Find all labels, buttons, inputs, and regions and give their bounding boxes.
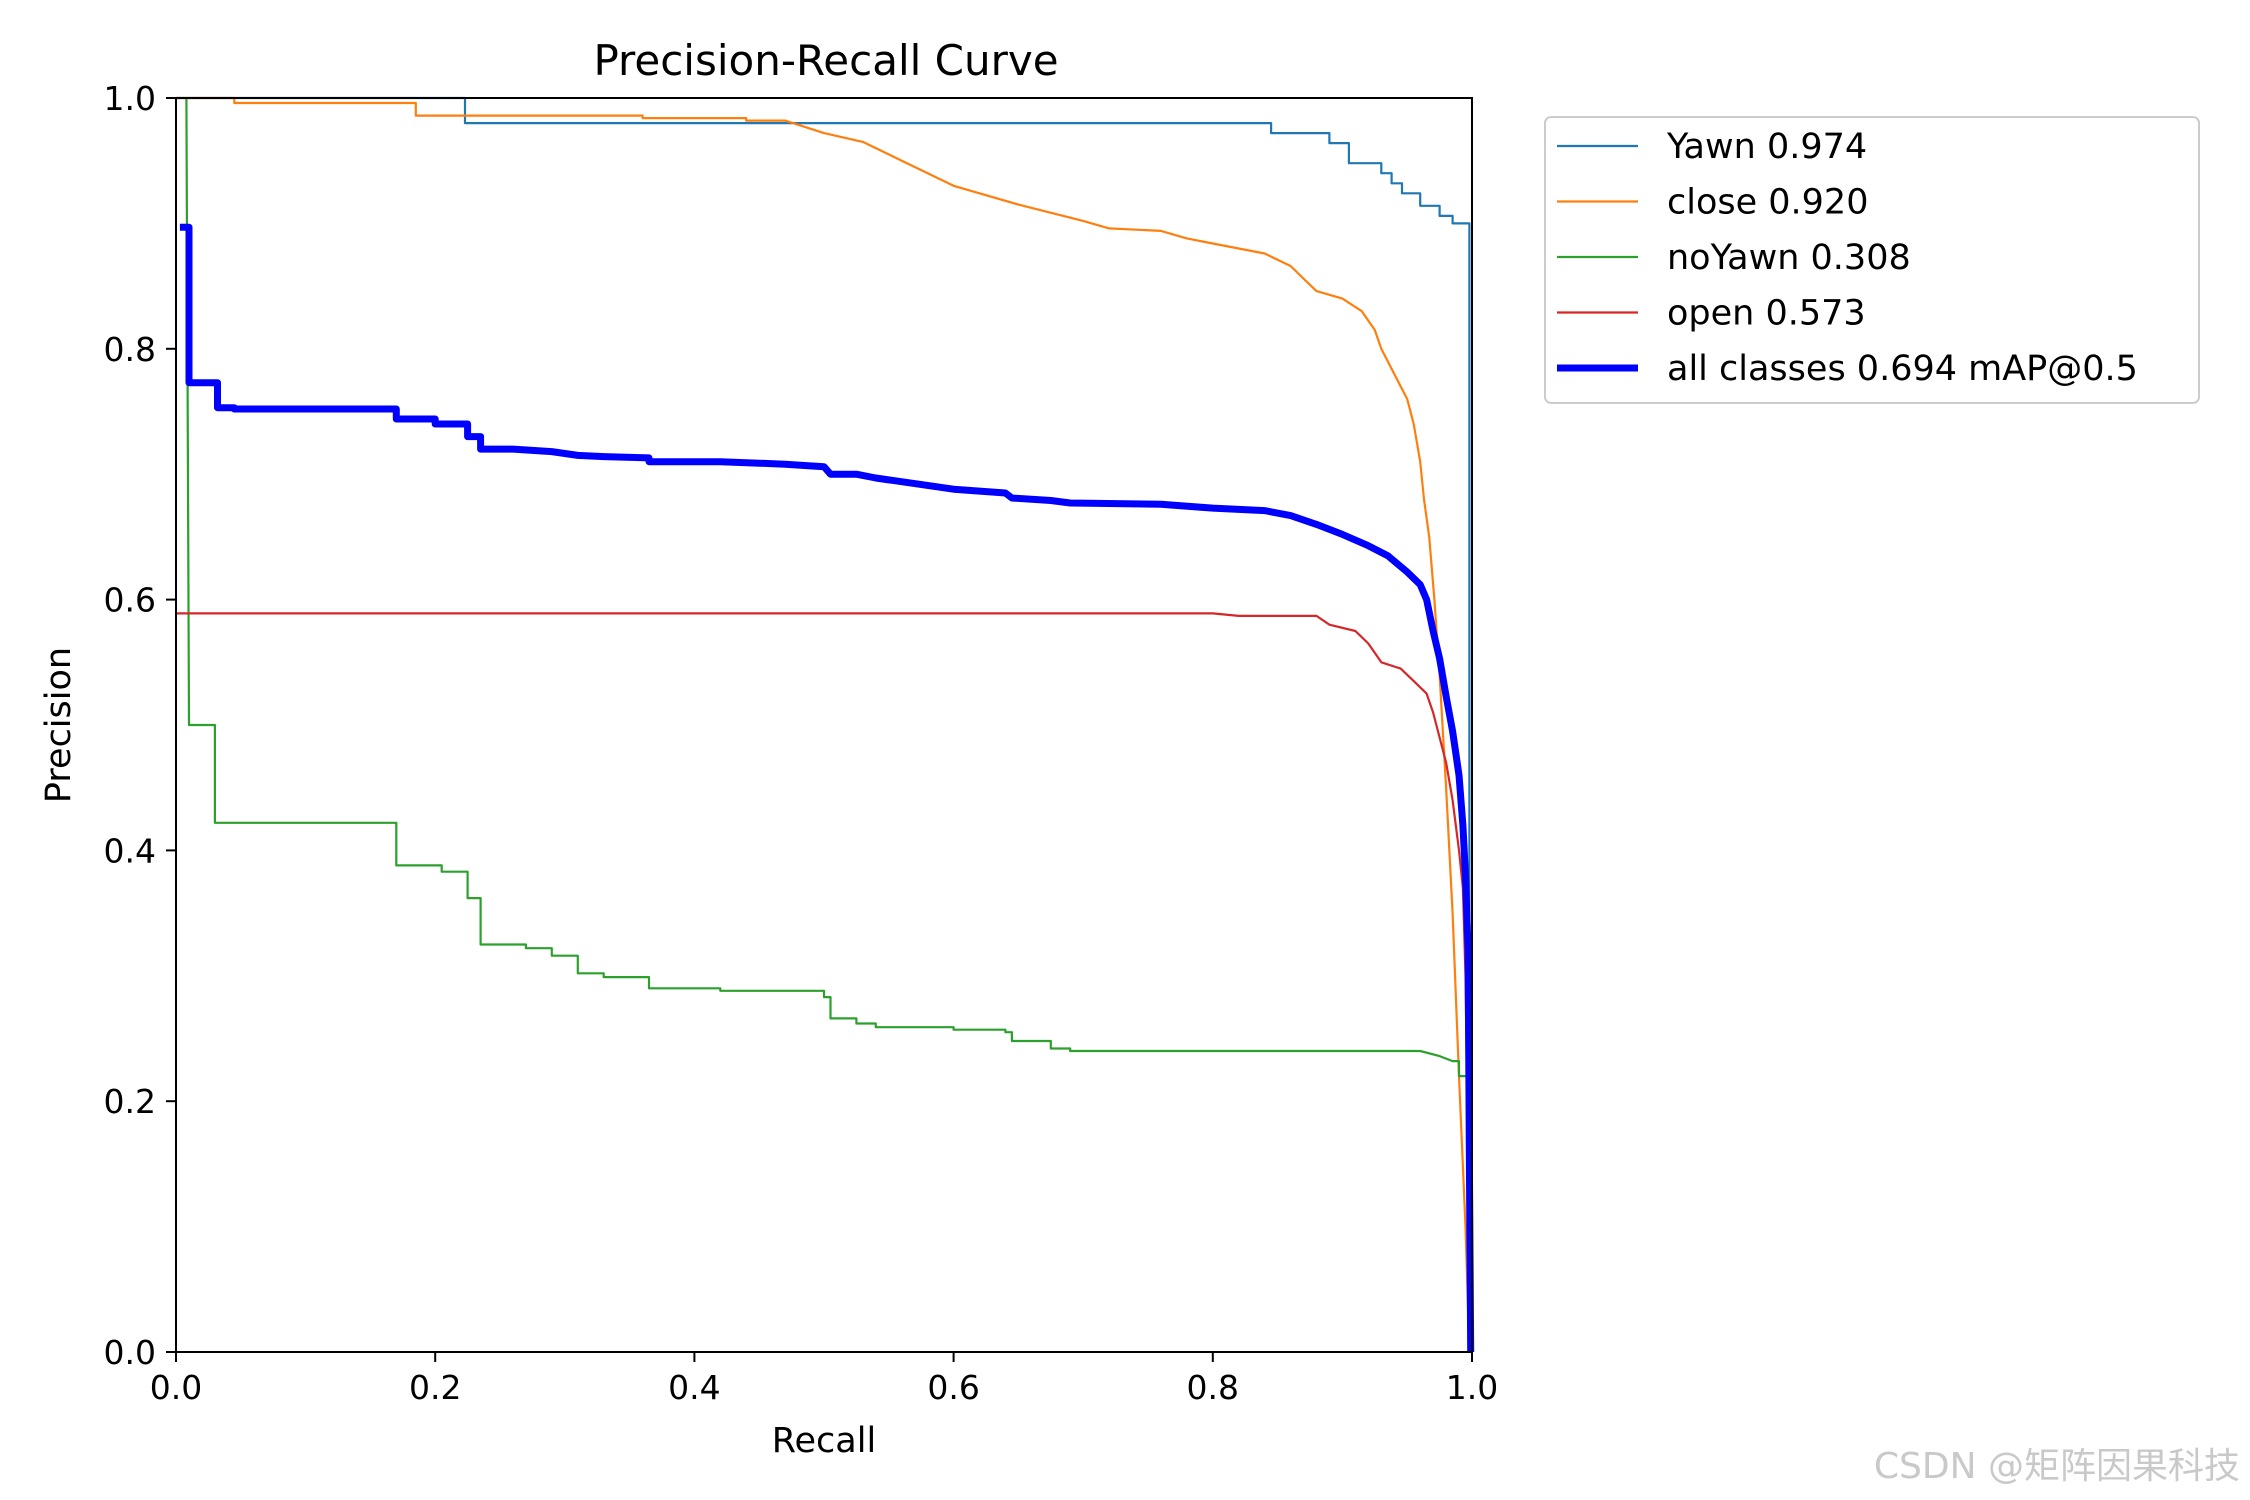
y-tick-label: 0.6 <box>104 581 156 620</box>
series-line-open <box>176 612 1471 1353</box>
series-line-close <box>176 96 1471 1353</box>
x-tick-label: 0.2 <box>409 1368 461 1407</box>
x-axis-label: Recall <box>772 1421 876 1461</box>
plot-area <box>176 96 1475 1353</box>
legend-box <box>1544 116 2200 404</box>
legend: Yawn 0.974 close 0.920 noYawn 0.308 open 0.… <box>1544 116 2200 404</box>
plot-frame <box>175 97 1473 1353</box>
y-axis-label: Precision <box>39 647 79 803</box>
legend-label-open: open 0.573 <box>1667 294 1866 334</box>
series-line-noyawn <box>185 97 1471 1352</box>
y-tick-label: 1.0 <box>104 79 156 118</box>
y-tick-label: 0.2 <box>104 1082 156 1121</box>
x-tick-label: 0.4 <box>668 1368 720 1407</box>
x-axis: 0.0 0.2 0.4 0.6 0.8 1.0 <box>150 1352 1498 1407</box>
y-axis: 0.0 0.2 0.4 0.6 0.8 1.0 <box>104 79 176 1372</box>
y-tick-label: 0.0 <box>104 1333 156 1372</box>
x-tick-label: 0.6 <box>927 1368 979 1407</box>
watermark: CSDN @矩阵因果科技 <box>1874 1446 2240 1487</box>
series-line-yawn <box>176 96 1471 1352</box>
y-tick-label: 0.4 <box>104 831 156 870</box>
legend-label-close: close 0.920 <box>1667 183 1868 223</box>
chart-title: Precision-Recall Curve <box>593 36 1058 85</box>
legend-label-all-classes: all classes 0.694 mAP@0.5 <box>1667 349 2138 389</box>
x-tick-label: 0.8 <box>1187 1368 1239 1407</box>
legend-label-yawn: Yawn 0.974 <box>1666 127 1867 167</box>
x-tick-label: 1.0 <box>1446 1368 1498 1407</box>
y-tick-label: 0.8 <box>104 330 156 369</box>
legend-label-noyawn: noYawn 0.308 <box>1667 238 1911 278</box>
x-tick-label: 0.0 <box>150 1368 202 1407</box>
series-line-all-classes <box>179 223 1475 1353</box>
